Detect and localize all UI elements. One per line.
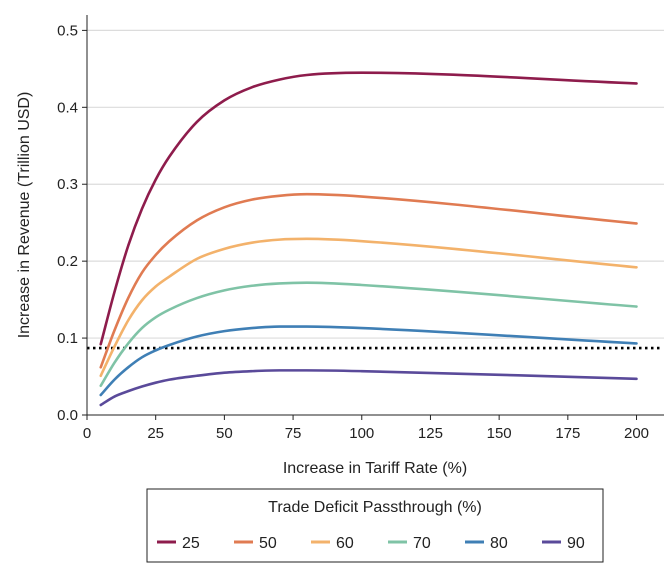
series-line-60 (99, 237, 638, 378)
x-tick-label: 75 (285, 425, 302, 442)
series-line-90 (99, 369, 638, 407)
legend-label-70: 70 (413, 535, 431, 552)
series-line-50 (99, 192, 638, 369)
legend-label-80: 80 (490, 535, 508, 552)
y-tick-label: 0.4 (57, 99, 78, 116)
x-tick-label: 150 (487, 425, 512, 442)
x-tick-label: 0 (83, 425, 91, 442)
legend: Trade Deficit Passthrough (%) 25 50 60 70 80… (146, 488, 604, 563)
legend-label-50: 50 (259, 535, 277, 552)
gridlines (87, 29, 664, 339)
y-axis-title: Increase in Revenue (Trillion USD) (16, 92, 33, 339)
legend-label-25: 25 (182, 535, 200, 552)
x-tick-label: 25 (147, 425, 164, 442)
legend-label-90: 90 (567, 535, 585, 552)
legend-label-60: 60 (336, 535, 354, 552)
legend-box (146, 488, 604, 563)
series-line-80 (99, 325, 638, 397)
x-ticks: 0 25 50 75 100 125 150 175 200 (83, 415, 649, 442)
x-tick-label: 100 (349, 425, 374, 442)
y-ticks: 0.0 0.1 0.2 0.3 0.4 0.5 (57, 22, 87, 424)
x-axis-title: Increase in Tariff Rate (%) (283, 460, 467, 477)
y-tick-label: 0.1 (57, 330, 78, 347)
x-tick-label: 50 (216, 425, 233, 442)
y-tick-label: 0.3 (57, 176, 78, 193)
x-tick-label: 125 (418, 425, 443, 442)
y-tick-label: 0.5 (57, 22, 78, 39)
y-tick-label: 0.0 (57, 407, 78, 424)
legend-title: Trade Deficit Passthrough (%) (268, 499, 482, 516)
x-tick-label: 200 (624, 425, 649, 442)
series-line-25 (99, 71, 638, 346)
axes (86, 15, 664, 416)
legend-items: 25 50 60 70 80 90 (157, 535, 585, 552)
series-lines (99, 71, 638, 407)
x-tick-label: 175 (555, 425, 580, 442)
y-tick-label: 0.2 (57, 253, 78, 270)
series-line-70 (99, 281, 638, 388)
